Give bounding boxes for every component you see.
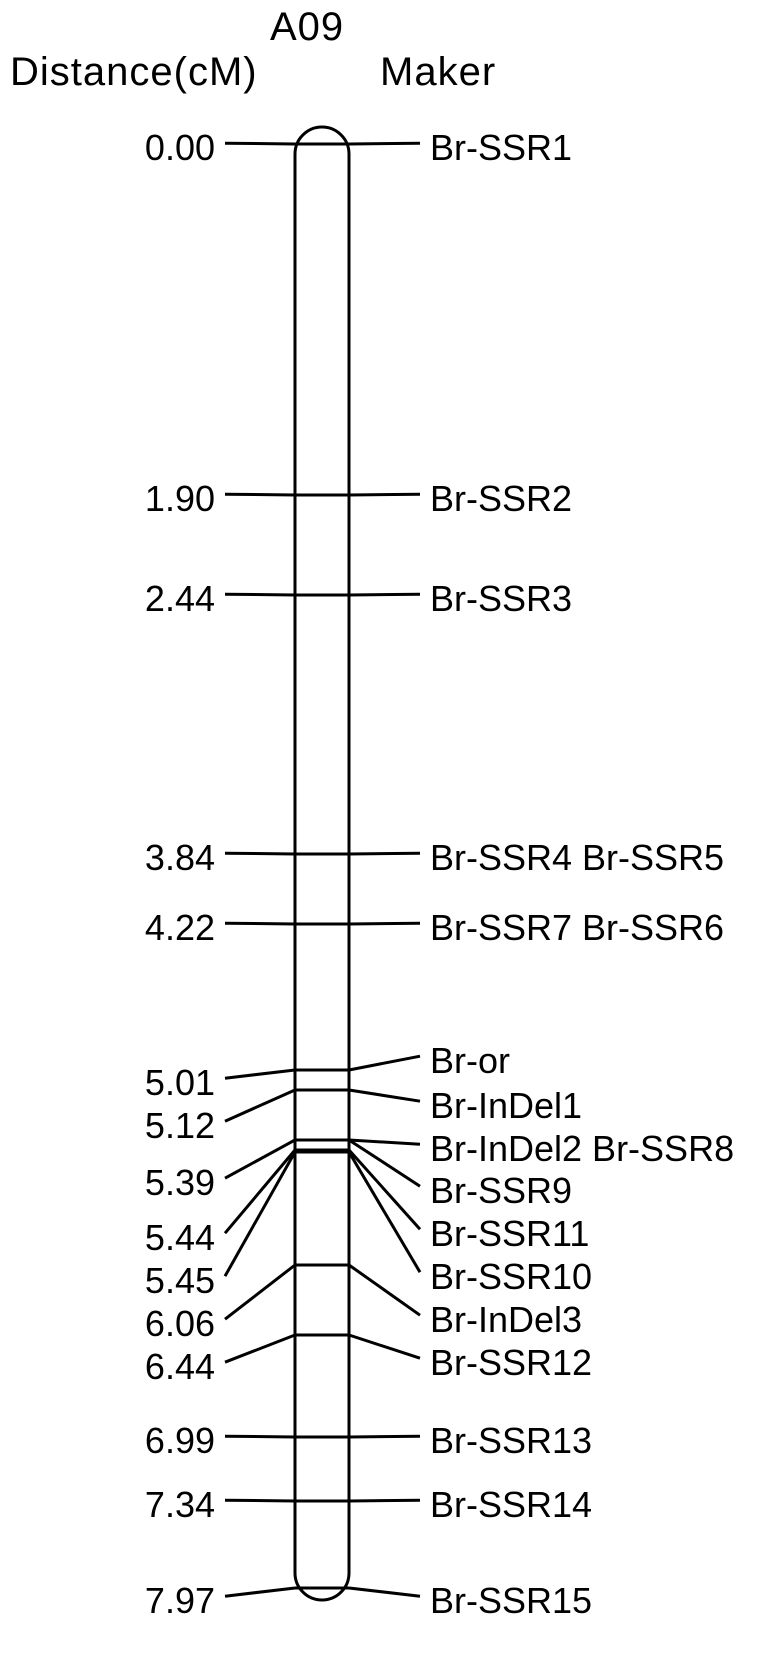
marker-name: Br-SSR12 <box>430 1342 592 1384</box>
distance-value: 5.01 <box>145 1062 215 1104</box>
dist-connector <box>225 1588 295 1596</box>
marker-connector <box>349 1500 420 1501</box>
dist-connector <box>225 1150 295 1233</box>
linkage-map: A09 Distance(cM) Maker 0.00 Br-SSR1 1.90 Br… <box>0 0 783 1679</box>
marker-name: Br-SSR11 <box>430 1213 589 1255</box>
marker-connector <box>349 923 420 924</box>
marker-name: Br-InDel2 Br-SSR8 <box>430 1128 734 1170</box>
marker-connector <box>349 1335 420 1358</box>
marker-name: Br-InDel1 <box>430 1085 582 1127</box>
dist-connector <box>225 1335 295 1362</box>
header-marker: Maker <box>380 50 496 95</box>
marker-connector <box>349 1265 420 1315</box>
distance-value: 1.90 <box>145 478 215 520</box>
distance-value: 7.34 <box>145 1484 215 1526</box>
dist-connector <box>225 1070 295 1078</box>
distance-value: 3.84 <box>145 837 215 879</box>
distance-value: 7.97 <box>145 1580 215 1622</box>
marker-name: Br-SSR9 <box>430 1170 572 1212</box>
marker-connector <box>349 143 420 144</box>
marker-connector <box>349 1588 420 1596</box>
marker-connector <box>349 494 420 495</box>
dist-connector <box>225 1265 295 1319</box>
dist-connector <box>225 853 295 854</box>
dist-connector <box>225 494 295 495</box>
marker-name: Br-or <box>430 1040 510 1082</box>
dist-connector <box>225 143 295 144</box>
marker-connector <box>349 1436 420 1437</box>
chromosome-title: A09 <box>270 5 344 50</box>
marker-connector <box>349 594 420 595</box>
marker-name: Br-SSR14 <box>430 1484 592 1526</box>
distance-value: 2.44 <box>145 578 215 620</box>
distance-value: 6.06 <box>145 1303 215 1345</box>
dist-connector <box>225 1436 295 1437</box>
dist-connector <box>225 1500 295 1501</box>
marker-name: Br-InDel3 <box>430 1299 582 1341</box>
marker-name: Br-SSR4 Br-SSR5 <box>430 837 724 879</box>
distance-value: 5.39 <box>145 1162 215 1204</box>
dist-connector <box>225 923 295 924</box>
marker-name: Br-SSR1 <box>430 127 572 169</box>
marker-connector <box>349 1152 420 1272</box>
marker-name: Br-SSR7 Br-SSR6 <box>430 907 724 949</box>
marker-connector <box>349 1090 420 1101</box>
marker-name: Br-SSR13 <box>430 1420 592 1462</box>
distance-value: 6.99 <box>145 1420 215 1462</box>
distance-value: 0.00 <box>145 127 215 169</box>
distance-value: 5.12 <box>145 1105 215 1147</box>
marker-connector <box>349 853 420 854</box>
marker-name: Br-SSR10 <box>430 1256 592 1298</box>
marker-connector <box>349 1140 420 1144</box>
distance-value: 5.45 <box>145 1260 215 1302</box>
distance-value: 6.44 <box>145 1346 215 1388</box>
header-distance: Distance(cM) <box>10 50 258 95</box>
distance-value: 5.44 <box>145 1217 215 1259</box>
marker-name: Br-SSR2 <box>430 478 572 520</box>
distance-value: 4.22 <box>145 907 215 949</box>
marker-name: Br-SSR3 <box>430 578 572 620</box>
dist-connector <box>225 1090 295 1121</box>
marker-name: Br-SSR15 <box>430 1580 592 1622</box>
dist-connector <box>225 1152 295 1276</box>
marker-connector <box>349 1056 420 1070</box>
dist-connector <box>225 594 295 595</box>
